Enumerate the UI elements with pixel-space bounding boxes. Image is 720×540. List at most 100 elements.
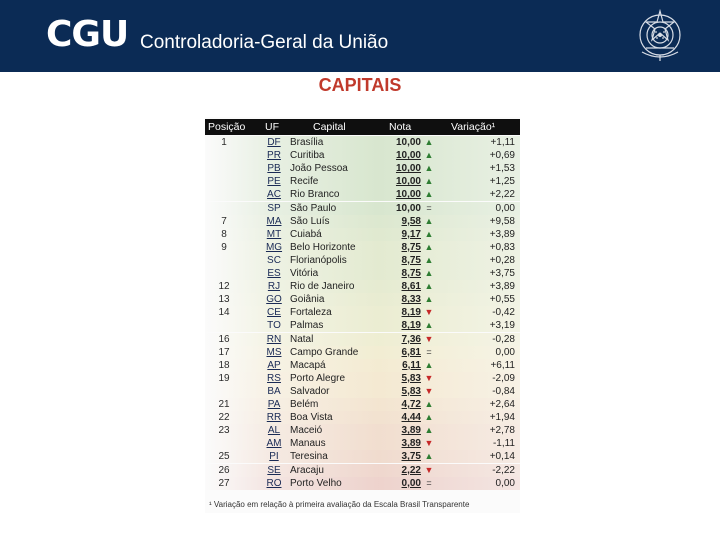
uf-cell: AM	[266, 438, 282, 450]
trend-down-icon: ▼	[424, 307, 434, 318]
variation-cell: -2,22	[492, 464, 515, 476]
table-row: TO Palmas 8,19 +3,19 ▲	[205, 319, 520, 333]
score-cell: 10,00	[395, 150, 421, 162]
score-cell: 8,75	[401, 254, 421, 266]
uf-cell: PR	[267, 150, 281, 162]
position-cell: 16	[218, 333, 230, 345]
variation-cell: +0,28	[489, 254, 515, 266]
score-cell: 5,83	[401, 385, 421, 397]
position-cell: 21	[218, 399, 230, 410]
capital-cell: Porto Velho	[290, 477, 342, 489]
variation-cell: +0,83	[489, 241, 515, 253]
score-cell: 8,75	[401, 241, 421, 253]
score-cell: 10,00	[395, 176, 421, 188]
position-cell: 27	[218, 477, 230, 489]
trend-down-icon: ▼	[424, 385, 434, 396]
score-cell: 8,19	[401, 320, 421, 332]
trend-up-icon: ▲	[424, 294, 434, 305]
capital-cell: Belém	[290, 399, 319, 410]
variation-cell: 0,00	[495, 202, 515, 214]
capital-cell: Brasília	[290, 137, 324, 148]
table-row: SC Florianópolis 8,75 +0,28 ▲	[205, 253, 520, 267]
table-row: PB João Pessoa 10,00 +1,53 ▲	[205, 162, 520, 176]
capital-cell: São Luís	[290, 215, 330, 227]
capital-cell: Macapá	[290, 359, 326, 371]
header-bar: CGU Controladoria-Geral da União	[0, 0, 720, 72]
brand-logo: CGU	[46, 14, 129, 55]
position-cell: 23	[218, 425, 230, 437]
trend-up-icon: ▲	[424, 268, 434, 278]
table-row: PE Recife 10,00 +1,25 ▲	[205, 175, 520, 189]
position-cell: 1	[221, 137, 227, 148]
table-row: 9 MG Belo Horizonte 8,75 +0,83 ▲	[205, 240, 520, 254]
uf-cell: DF	[267, 137, 281, 148]
table-row: PR Curitiba 10,00 +0,69 ▲	[205, 149, 520, 163]
trend-down-icon: ▼	[424, 372, 434, 383]
position-cell: 9	[221, 241, 227, 253]
variation-cell: +1,11	[490, 137, 515, 148]
score-cell: 8,19	[401, 307, 421, 319]
trend-up-icon: ▲	[424, 320, 434, 331]
score-cell: 6,81	[401, 346, 421, 358]
variation-cell: +1,25	[489, 176, 515, 188]
table-row: BA Salvador 5,83 -0,84 ▼	[205, 384, 520, 398]
trend-up-icon: ▲	[424, 137, 434, 147]
variation-cell: +2,64	[489, 399, 515, 410]
trend-down-icon: ▼	[424, 333, 434, 344]
page-title: CAPITAIS	[318, 75, 402, 95]
score-cell: 5,83	[401, 372, 421, 384]
variation-cell: 0,00	[495, 346, 515, 358]
uf-cell: SC	[267, 254, 281, 266]
table-row: 7 MA São Luís 9,58 +9,58 ▲	[205, 214, 520, 228]
variation-cell: +0,14	[489, 451, 515, 463]
variation-cell: -0,42	[492, 307, 515, 319]
score-cell: 3,89	[401, 438, 421, 450]
uf-cell: PA	[267, 399, 281, 410]
table-row: 23 AL Maceió 3,89 +2,78 ▲	[205, 424, 520, 438]
score-cell: 8,33	[401, 294, 421, 306]
capital-cell: São Paulo	[290, 202, 337, 214]
score-cell: 10,00	[395, 137, 421, 148]
capital-cell: Rio de Janeiro	[290, 281, 355, 293]
variation-cell: -0,28	[492, 333, 515, 345]
uf-cell: PI	[269, 451, 279, 463]
score-cell: 10,00	[395, 163, 421, 175]
trend-up-icon: ▲	[424, 412, 434, 423]
column-header-uf: UF	[265, 121, 279, 133]
capital-cell: Salvador	[290, 385, 330, 397]
position-cell: 17	[218, 346, 230, 358]
trend-up-icon: ▲	[424, 359, 434, 370]
uf-cell: GO	[266, 294, 282, 306]
table-row: 12 RJ Rio de Janeiro 8,61 +3,89 ▲	[205, 280, 520, 294]
position-cell: 19	[218, 372, 230, 384]
uf-cell: CE	[267, 307, 281, 319]
uf-cell: ES	[267, 268, 281, 279]
score-cell: 3,89	[401, 425, 421, 437]
score-cell: 7,36	[401, 333, 421, 345]
table-row: 8 MT Cuiabá 9,17 +3,89 ▲	[205, 227, 520, 241]
score-cell: 3,75	[401, 451, 421, 463]
trend-up-icon: ▲	[424, 254, 434, 265]
trend-up-icon: ▲	[424, 281, 434, 292]
score-cell: 9,58	[401, 215, 421, 227]
uf-cell: RR	[266, 412, 282, 424]
variation-cell: +1,94	[489, 412, 515, 424]
capital-cell: Cuiabá	[290, 228, 322, 240]
variation-cell: +0,55	[489, 294, 515, 306]
position-cell: 7	[221, 215, 227, 227]
uf-cell: PE	[267, 176, 281, 188]
trend-up-icon: ▲	[424, 228, 434, 239]
capital-cell: Rio Branco	[290, 189, 340, 201]
footnote: ¹ Variação em relação à primeira avaliaç…	[209, 500, 470, 509]
variation-cell: -1,11	[492, 438, 515, 450]
variation-cell: -0,84	[492, 385, 515, 397]
score-cell: 4,72	[401, 399, 421, 410]
table-row: 22 RR Boa Vista 4,44 +1,94 ▲	[205, 411, 520, 425]
table-row: 27 RO Porto Velho 0,00 0,00 =	[205, 476, 520, 490]
variation-cell: -2,09	[492, 372, 515, 384]
variation-cell: +9,58	[489, 215, 515, 227]
trend-up-icon: ▲	[424, 241, 434, 252]
table-row: ES Vitória 8,75 +3,75 ▲	[205, 267, 520, 280]
uf-cell: MA	[266, 215, 282, 227]
trend-down-icon: ▼	[424, 438, 434, 449]
